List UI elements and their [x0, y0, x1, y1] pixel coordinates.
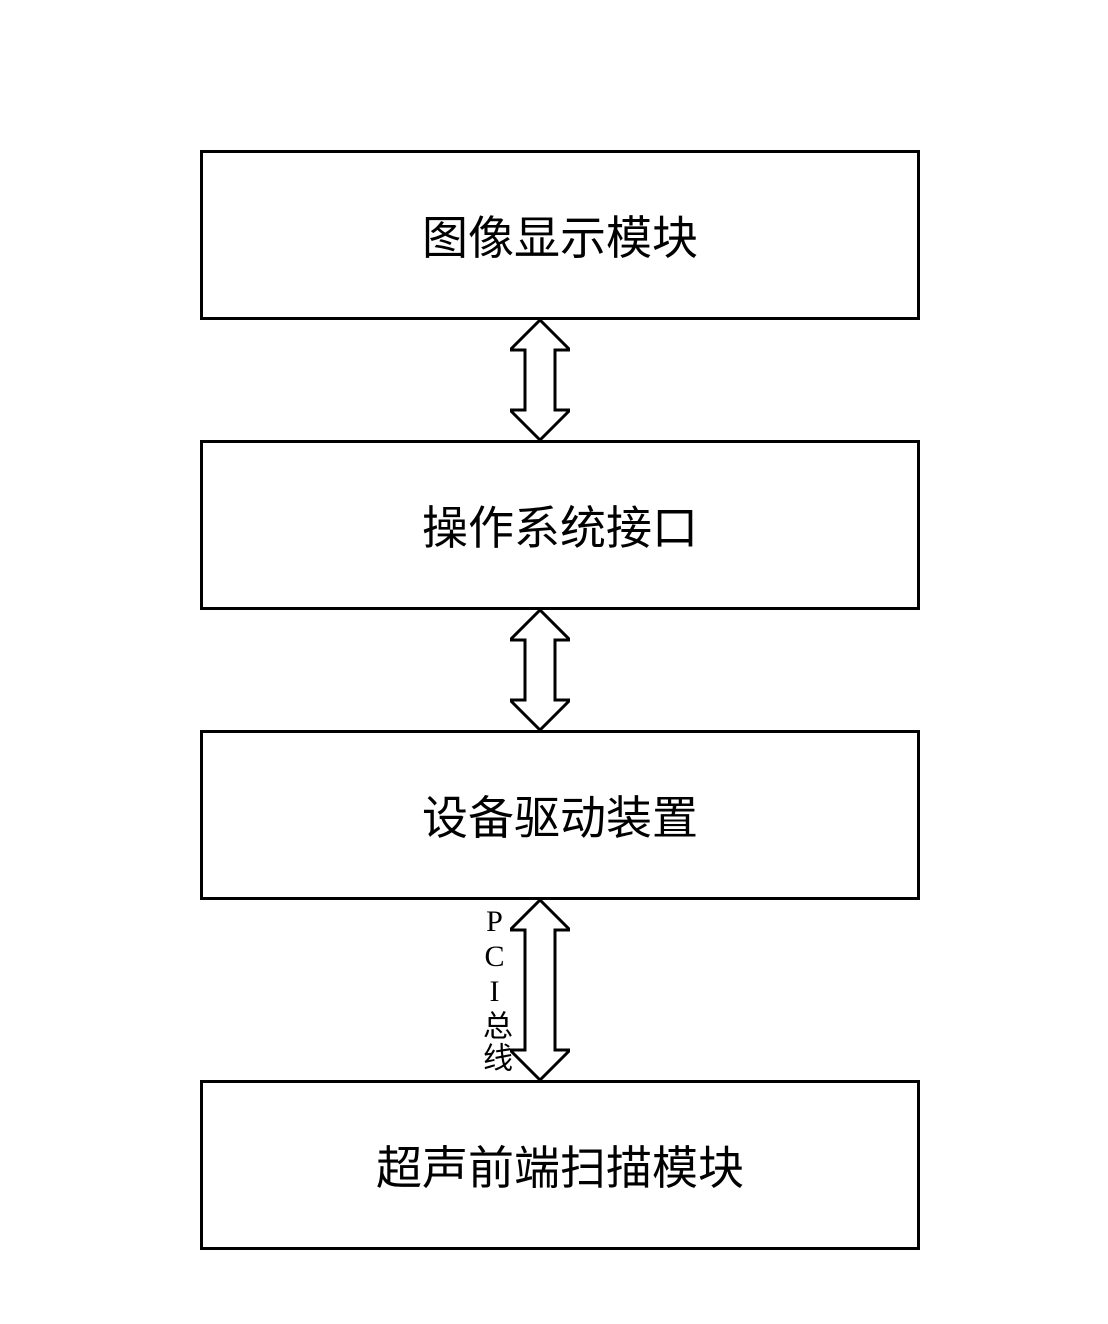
node-label: 设备驱动装置 [422, 782, 698, 848]
double-arrow-icon [510, 320, 570, 440]
node-image-display: 图像显示模块 [200, 150, 920, 320]
node-os-interface: 操作系统接口 [200, 440, 920, 610]
edge-arrow-pci: PCI总线 [510, 900, 570, 1080]
node-label: 超声前端扫描模块 [376, 1132, 744, 1198]
node-device-driver: 设备驱动装置 [200, 730, 920, 900]
node-label: 操作系统接口 [422, 492, 698, 558]
node-ultrasound-frontend: 超声前端扫描模块 [200, 1080, 920, 1250]
diagram-canvas: 图像显示模块 操作系统接口 设备驱动装置 超声前端扫描模块 PCI总线 [0, 0, 1108, 1324]
double-arrow-icon [510, 900, 570, 1080]
node-label: 图像显示模块 [422, 202, 698, 268]
edge-arrow [510, 320, 570, 440]
edge-arrow [510, 610, 570, 730]
double-arrow-icon [510, 610, 570, 730]
edge-label-pci: PCI总线 [472, 905, 516, 1074]
